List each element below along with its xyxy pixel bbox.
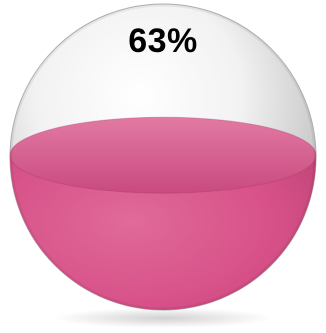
sphere-rim xyxy=(9,3,317,311)
floor-shadow xyxy=(53,308,273,328)
liquid-surface-rim xyxy=(9,116,317,194)
percentage-label: 63% xyxy=(128,22,198,60)
liquid-surface xyxy=(10,117,316,194)
